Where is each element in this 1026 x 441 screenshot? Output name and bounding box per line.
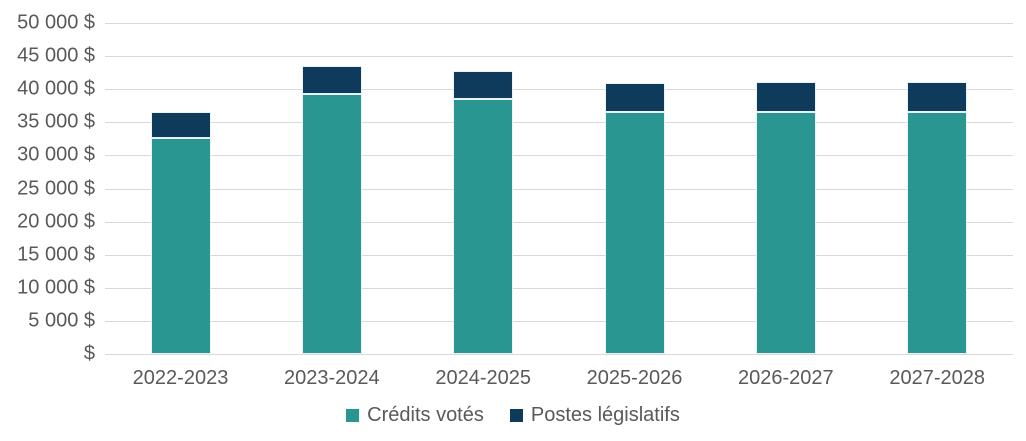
gridline (105, 287, 1013, 289)
x-axis-tick-label: 2022-2023 (132, 367, 229, 389)
bar-segment-postes-l-gislatifs (150, 111, 211, 138)
gridline (105, 221, 1013, 223)
gridline (105, 320, 1013, 322)
legend: Crédits votés Postes législatifs (0, 404, 1026, 427)
bar-segment-cr-dits-vot-s (453, 99, 514, 354)
gridline (105, 188, 1013, 190)
legend-item: Postes législatifs (509, 404, 680, 427)
bar-segment-cr-dits-vot-s (604, 112, 665, 354)
bar-segment-cr-dits-vot-s (302, 93, 362, 354)
gridline (105, 122, 1013, 124)
x-axis-tick-label: 2027-2028 (889, 367, 985, 389)
y-axis-tick-label: 45 000 $ (17, 44, 95, 67)
plot-area (105, 0, 1013, 355)
y-axis-tick-label: 5 000 $ (28, 309, 95, 332)
gridline (105, 23, 1013, 24)
legend-swatch-icon (509, 409, 523, 422)
gridline (105, 56, 1013, 58)
x-axis-tick-label: 2023-2024 (284, 367, 380, 389)
legend-swatch-icon (346, 409, 360, 422)
bar-segment-postes-l-gislatifs (302, 66, 362, 94)
gridline (105, 354, 1013, 355)
bar-segment-cr-dits-vot-s (756, 111, 816, 354)
gridline (105, 155, 1013, 157)
x-axis-tick-label: 2024-2025 (435, 367, 531, 389)
bar-segment-postes-l-gislatifs (453, 70, 514, 100)
bar-segment-postes-l-gislatifs (907, 81, 968, 113)
y-axis-tick-label: 50 000 $ (17, 11, 95, 34)
x-axis-tick-label: 2025-2026 (586, 367, 683, 389)
gridline (105, 254, 1013, 256)
bar-segment-cr-dits-vot-s (907, 112, 968, 354)
x-axis-tick-label: 2026-2027 (738, 367, 834, 389)
y-axis-tick-label: 30 000 $ (17, 143, 95, 166)
y-axis-tick-label: 40 000 $ (17, 77, 95, 100)
y-axis-tick-label: 35 000 $ (17, 110, 95, 133)
gridline (105, 89, 1013, 91)
bar-segment-cr-dits-vot-s (150, 137, 211, 354)
y-axis-tick-label: 10 000 $ (17, 276, 95, 299)
bar-segment-postes-l-gislatifs (604, 83, 665, 113)
y-axis-tick-label: 15 000 $ (17, 243, 95, 266)
y-axis-tick-label: $ (83, 342, 95, 365)
legend-label: Postes législatifs (530, 404, 680, 426)
legend-item: Crédits votés (346, 404, 484, 427)
y-axis-tick-label: 20 000 $ (17, 210, 95, 233)
y-axis-tick-label: 25 000 $ (17, 177, 95, 199)
legend-label: Crédits votés (367, 404, 484, 426)
bar-segment-postes-l-gislatifs (756, 81, 816, 112)
